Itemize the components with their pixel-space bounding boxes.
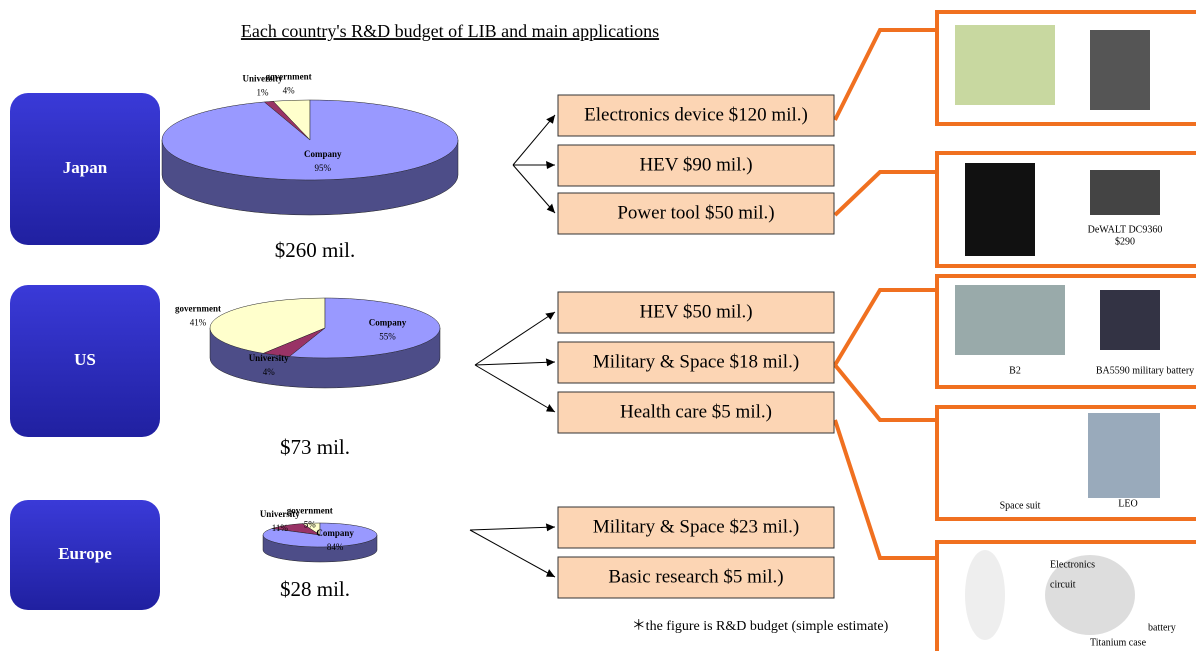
slice-label: government	[266, 72, 312, 82]
slice-label: Company	[316, 528, 354, 538]
label: $290	[1115, 236, 1135, 247]
slice-label: Company	[369, 318, 407, 328]
slice-percent: 95%	[314, 163, 331, 173]
arrow-head	[545, 358, 555, 367]
panel-labels: DeWALT DC9360 $290 B2 BA5590 military ba…	[1000, 224, 1195, 648]
region-box	[10, 500, 160, 610]
arrow-head	[546, 161, 555, 169]
slice-label: University	[260, 509, 300, 519]
slice-label: government	[287, 505, 333, 515]
arrow	[469, 526, 556, 531]
slice-percent: 84%	[327, 542, 344, 552]
note: ＊the figure is R&D budget (simple estima…	[632, 619, 889, 634]
arrow-head	[546, 115, 555, 124]
label: DeWALT DC9360	[1088, 224, 1163, 235]
total: $28 mil.	[280, 577, 350, 601]
pie-slice	[262, 522, 378, 548]
arrow	[474, 364, 556, 413]
region-name: Europe	[58, 544, 112, 563]
label: LEO	[1118, 498, 1137, 509]
arrow	[512, 114, 556, 166]
arrow-head	[545, 523, 555, 532]
region-name: US	[74, 350, 96, 369]
slice-label: government	[175, 303, 221, 313]
label: Space suit	[1000, 500, 1041, 511]
label: circuit	[1050, 579, 1076, 590]
title: Each country's R&D budget of LIB and mai…	[241, 21, 659, 41]
pie-slice	[288, 297, 441, 359]
app-label: HEV $50 mil.)	[639, 301, 752, 322]
arrow-head	[546, 403, 555, 412]
region-box	[10, 285, 160, 437]
slice-label: University	[243, 73, 283, 83]
slice-percent: 1%	[257, 87, 270, 97]
slice-label: University	[249, 353, 289, 363]
label: Electronics	[1050, 559, 1095, 570]
app-box	[557, 391, 835, 434]
pie-slice	[209, 297, 326, 354]
arrow	[474, 311, 556, 366]
app-label: Basic research $5 mil.)	[608, 566, 783, 587]
app-label: Electronics device $120 mil.)	[584, 104, 808, 125]
slice-percent: 55%	[379, 332, 396, 342]
total: $260 mil.	[275, 238, 356, 262]
app-box	[557, 94, 835, 137]
app-box	[557, 144, 835, 187]
arrow-head	[546, 569, 555, 577]
arrow	[474, 361, 556, 366]
app-label: Power tool $50 mil.)	[617, 202, 774, 223]
arrow-head	[545, 312, 555, 320]
slice-label: Company	[304, 149, 342, 159]
app-box	[557, 341, 835, 384]
label: BA5590 military battery	[1096, 365, 1194, 376]
app-label: Health care $5 mil.)	[620, 401, 772, 422]
label: battery	[1148, 622, 1176, 633]
arrow	[512, 164, 556, 214]
total: $73 mil.	[280, 435, 350, 459]
arrow-head	[546, 203, 555, 213]
app-box	[557, 192, 835, 235]
slice-percent: 11%	[272, 523, 289, 533]
app-label: Military & Space $23 mil.)	[593, 516, 799, 537]
slice-percent: 4%	[263, 367, 276, 377]
label: B2	[1009, 365, 1021, 376]
app-box	[557, 556, 835, 599]
slice-percent: 5%	[304, 519, 317, 529]
app-label: HEV $90 mil.)	[639, 154, 752, 175]
label: Titanium case	[1090, 637, 1147, 648]
region-name: Japan	[63, 158, 108, 177]
photo-panels	[833, 10, 1196, 651]
pie-slice	[161, 99, 459, 181]
slice-percent: 41%	[190, 317, 207, 327]
region-box	[10, 93, 160, 245]
slice-percent: 4%	[283, 86, 296, 96]
arrow	[469, 529, 556, 578]
app-box	[557, 506, 835, 549]
app-box	[557, 291, 835, 334]
app-label: Military & Space $18 mil.)	[593, 351, 799, 372]
